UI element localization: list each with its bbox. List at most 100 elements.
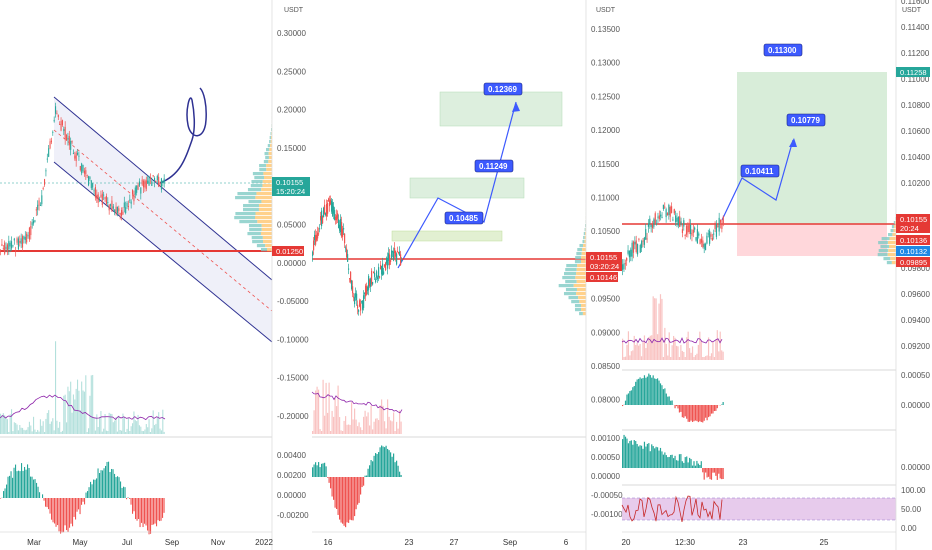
histogram-bar <box>143 431 145 434</box>
volume-profile-bar-down <box>263 172 272 176</box>
histogram-bar <box>105 430 107 434</box>
candle-body <box>16 238 18 243</box>
histogram-bar <box>100 470 102 498</box>
candle-body <box>348 268 350 270</box>
histogram-bar <box>683 405 685 418</box>
volume-profile-bar-up <box>265 148 270 152</box>
volume-profile-bar-up <box>263 160 269 164</box>
histogram-bar <box>400 474 402 477</box>
histogram-bar <box>649 451 651 468</box>
candle-body <box>631 242 633 257</box>
middle-x-tick: 27 <box>450 538 459 547</box>
right-level1-tag <box>896 235 930 245</box>
candle-body <box>359 300 361 307</box>
right-countdown-value: 20:24 <box>900 224 919 233</box>
histogram-bar <box>364 475 366 477</box>
left-macd-tick: 0.00200 <box>277 471 306 480</box>
left-volume-profile <box>234 100 272 252</box>
histogram-bar <box>322 463 324 477</box>
candle-body <box>666 213 669 216</box>
volume-profile-bar-up <box>260 248 268 252</box>
volume-profile-bar-up <box>878 241 888 245</box>
histogram-bar <box>652 375 654 405</box>
candle-body <box>46 158 48 160</box>
candle-body <box>112 206 114 209</box>
candle-body <box>627 250 629 254</box>
histogram-bar <box>342 431 344 434</box>
histogram-bar <box>707 468 710 477</box>
histogram-bar <box>387 448 389 477</box>
volume-profile-bar-down <box>891 261 896 265</box>
candle-body <box>5 246 7 250</box>
left-price-tick: 0.05000 <box>277 221 306 230</box>
histogram-bar <box>349 477 351 520</box>
histogram-bar <box>38 431 40 434</box>
histogram-bar <box>681 405 683 418</box>
right-time-axis: 20 12:30 23 25 <box>622 538 829 547</box>
histogram-bar <box>684 457 686 468</box>
candle-body <box>71 140 73 143</box>
candle-body <box>694 227 696 230</box>
histogram-bar <box>61 430 63 434</box>
right-unit-label: USDT <box>902 7 922 14</box>
candle-body <box>89 176 91 180</box>
histogram-bar <box>382 405 384 434</box>
candle-body <box>39 204 41 206</box>
candle-body <box>378 267 380 278</box>
histogram-bar <box>719 331 721 360</box>
volume-profile-bar-up <box>252 172 264 176</box>
histogram-bar <box>709 405 711 417</box>
histogram-bar <box>668 396 670 405</box>
candle-body <box>628 250 630 258</box>
candle-body <box>351 280 353 289</box>
histogram-bar <box>328 382 330 434</box>
histogram-bar <box>325 382 327 434</box>
right-panel: 0.10411 0.10779 0.11300 <box>621 43 896 533</box>
histogram-bar <box>643 441 646 468</box>
volume-profile-bar-down <box>576 288 586 292</box>
histogram-bar <box>400 421 402 434</box>
histogram-bar <box>346 477 348 523</box>
histogram-bar <box>393 412 395 434</box>
candle-body <box>657 216 659 218</box>
candle-body <box>81 163 83 174</box>
volume-profile-bar-down <box>888 249 896 253</box>
histogram-bar <box>664 452 666 468</box>
histogram-bar <box>151 428 153 434</box>
left-macd-tick: -0.00200 <box>277 511 309 520</box>
middle-price-tick: 0.11000 <box>591 194 620 203</box>
histogram-bar <box>312 431 314 434</box>
volume-profile-bar-up <box>243 204 259 208</box>
volume-profile-bar-down <box>268 160 272 164</box>
histogram-bar <box>360 427 362 434</box>
candle-body <box>649 218 651 225</box>
histogram-bar <box>111 413 113 434</box>
histogram-bar <box>41 425 43 434</box>
histogram-bar <box>651 444 653 468</box>
histogram-bar <box>77 379 79 434</box>
histogram-bar <box>370 405 372 434</box>
candle-body <box>706 235 708 244</box>
histogram-bar <box>391 421 393 434</box>
histogram-bar <box>87 491 89 498</box>
candle-body <box>314 234 316 241</box>
candle-body <box>676 217 678 222</box>
volume-profile-bar-down <box>576 268 586 272</box>
candle-body <box>107 201 109 203</box>
histogram-bar <box>63 498 65 533</box>
middle-panel: 0.10485 0.11249 0.12369 <box>311 82 586 533</box>
histogram-bar <box>640 356 643 360</box>
histogram-bar <box>397 428 399 434</box>
histogram-bar <box>31 476 33 498</box>
volume-profile-bar-up <box>269 136 271 140</box>
histogram-bar <box>19 471 21 498</box>
candle-body <box>325 213 327 216</box>
histogram-bar <box>396 421 398 434</box>
candle-body <box>345 247 347 249</box>
candle-body <box>685 225 688 235</box>
right-price-tick: 0.10600 <box>901 127 930 136</box>
histogram-bar <box>155 423 157 434</box>
candle-body <box>384 264 386 267</box>
histogram-bar <box>138 425 140 434</box>
candle-body <box>130 201 132 204</box>
